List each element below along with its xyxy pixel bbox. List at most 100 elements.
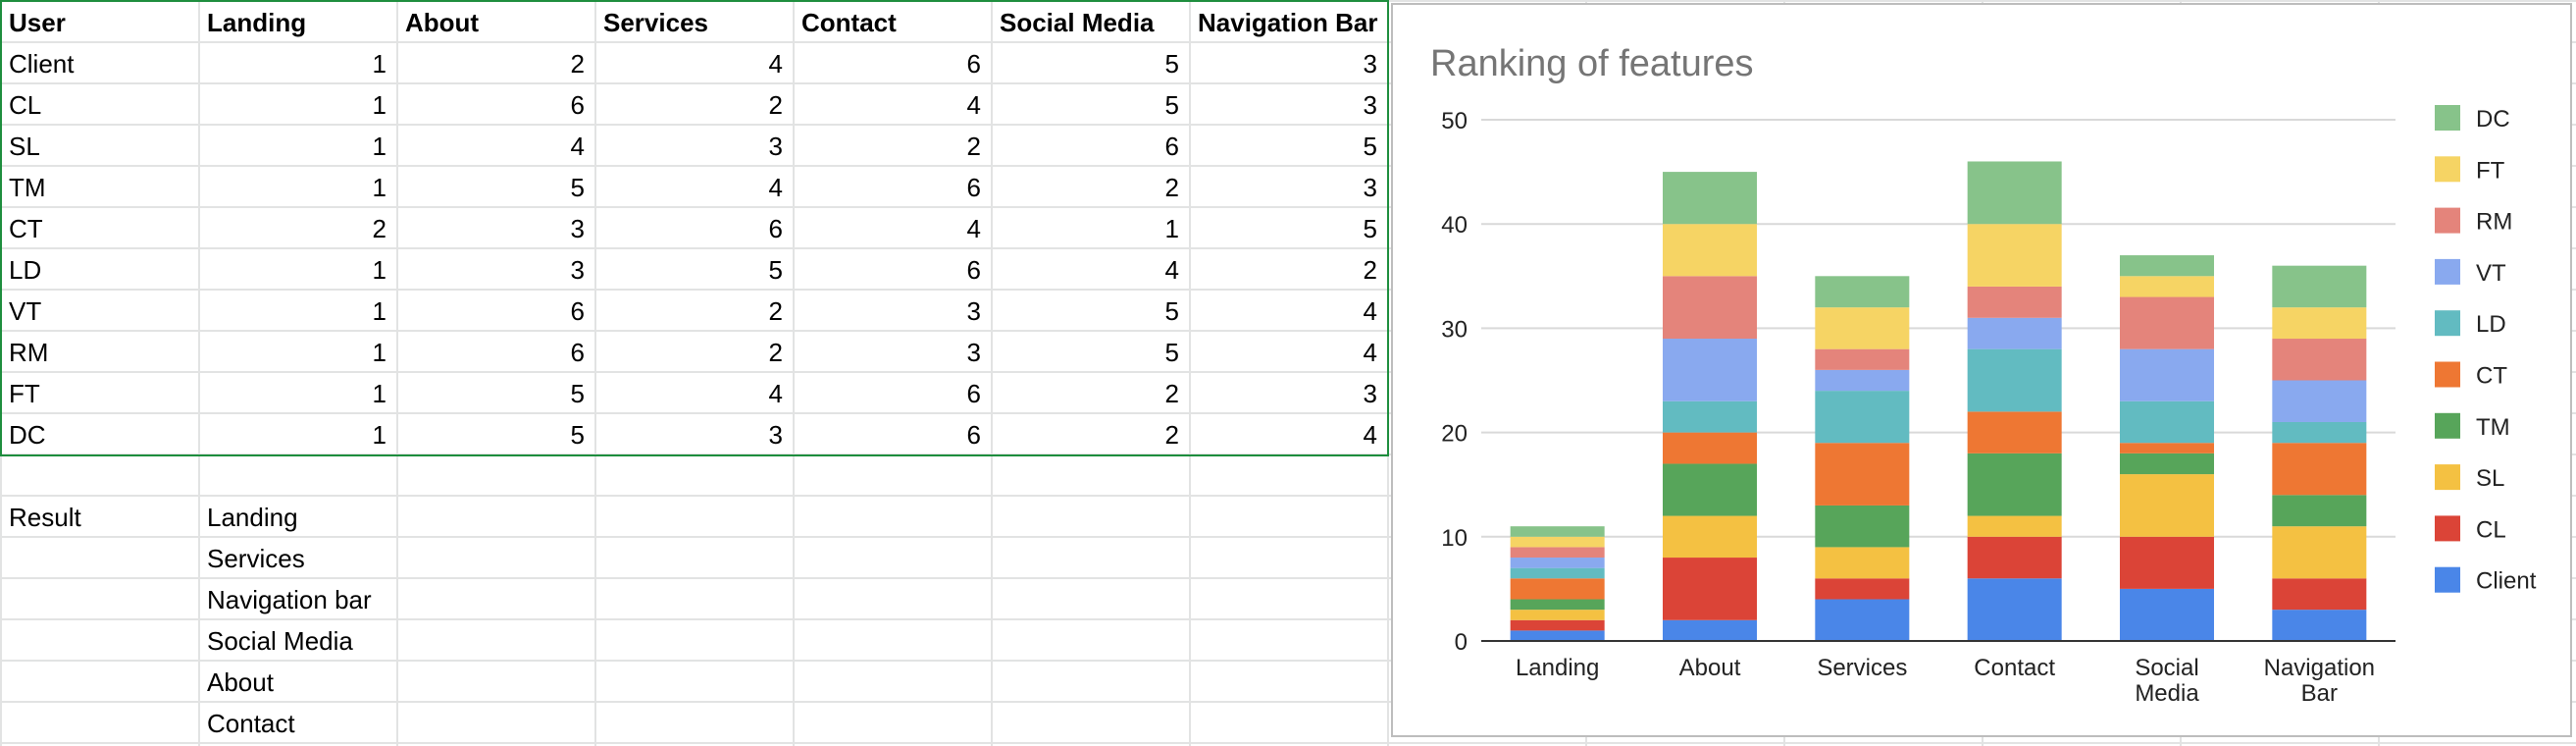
rank-cell[interactable]: 1 — [372, 420, 386, 450]
result-label[interactable]: Result — [9, 503, 81, 532]
column-header[interactable]: Navigation Bar — [1198, 8, 1378, 37]
bar-segment — [1967, 515, 2062, 537]
rank-cell[interactable]: 4 — [1363, 420, 1377, 450]
user-cell[interactable]: CL — [9, 90, 42, 120]
rank-cell[interactable]: 4 — [1363, 296, 1377, 326]
rank-cell[interactable]: 3 — [1363, 49, 1377, 79]
result-item[interactable]: Social Media — [207, 626, 353, 656]
rank-cell[interactable]: 3 — [966, 296, 981, 326]
rank-cell[interactable]: 1 — [372, 132, 386, 161]
user-cell[interactable]: FT — [9, 379, 40, 408]
rank-cell[interactable]: 3 — [768, 132, 783, 161]
rank-cell[interactable]: 2 — [1164, 420, 1179, 450]
bar-segment — [2120, 348, 2214, 401]
row-gridline — [0, 124, 2576, 126]
rank-cell[interactable]: 5 — [768, 255, 783, 285]
result-item[interactable]: About — [207, 667, 274, 697]
column-header[interactable]: Social Media — [1000, 8, 1155, 37]
rank-cell[interactable]: 4 — [1363, 338, 1377, 367]
rank-cell[interactable]: 3 — [1363, 90, 1377, 120]
column-gridline — [1189, 0, 1191, 746]
result-item[interactable]: Landing — [207, 503, 298, 532]
column-header[interactable]: Landing — [207, 8, 307, 37]
rank-cell[interactable]: 6 — [966, 255, 981, 285]
rank-cell[interactable]: 6 — [966, 49, 981, 79]
rank-cell[interactable]: 2 — [1164, 173, 1179, 202]
rank-cell[interactable]: 2 — [768, 90, 783, 120]
bar-segment — [1663, 515, 1757, 559]
rank-cell[interactable]: 5 — [1164, 49, 1179, 79]
rank-cell[interactable]: 5 — [570, 379, 585, 408]
bar-segment — [1815, 348, 1910, 370]
bar-segment — [2120, 588, 2214, 641]
legend-label: Client — [2476, 568, 2537, 595]
rank-cell[interactable]: 6 — [966, 173, 981, 202]
rank-cell[interactable]: 5 — [1363, 132, 1377, 161]
rank-cell[interactable]: 1 — [372, 49, 386, 79]
embedded-chart[interactable]: Ranking of features 0 10 20 30 40 50 Landing Abo… — [1391, 3, 2572, 737]
result-item[interactable]: Contact — [207, 709, 295, 738]
rank-cell[interactable]: 5 — [1164, 338, 1179, 367]
user-cell[interactable]: RM — [9, 338, 49, 367]
column-header[interactable]: Contact — [801, 8, 897, 37]
user-cell[interactable]: Client — [9, 49, 75, 79]
rank-cell[interactable]: 1 — [372, 338, 386, 367]
rank-cell[interactable]: 6 — [570, 90, 585, 120]
user-cell[interactable]: TM — [9, 173, 46, 202]
rank-cell[interactable]: 2 — [768, 296, 783, 326]
rank-cell[interactable]: 2 — [966, 132, 981, 161]
bar-segment — [2272, 526, 2367, 579]
rank-cell[interactable]: 2 — [1164, 379, 1179, 408]
rank-cell[interactable]: 4 — [768, 49, 783, 79]
rank-cell[interactable]: 3 — [570, 214, 585, 243]
rank-cell[interactable]: 1 — [1164, 214, 1179, 243]
rank-cell[interactable]: 6 — [570, 338, 585, 367]
rank-cell[interactable]: 4 — [1164, 255, 1179, 285]
rank-cell[interactable]: 1 — [372, 90, 386, 120]
rank-cell[interactable]: 2 — [768, 338, 783, 367]
column-header[interactable]: About — [405, 8, 480, 37]
column-header[interactable]: Services — [603, 8, 708, 37]
rank-cell[interactable]: 5 — [1164, 90, 1179, 120]
y-tick-label: 0 — [1455, 629, 1468, 656]
user-cell[interactable]: CT — [9, 214, 43, 243]
bar-segment — [1967, 536, 2062, 579]
rank-cell[interactable]: 3 — [1363, 173, 1377, 202]
rank-cell[interactable]: 5 — [1164, 296, 1179, 326]
column-header[interactable]: User — [9, 8, 66, 37]
rank-cell[interactable]: 3 — [768, 420, 783, 450]
rank-cell[interactable]: 6 — [966, 420, 981, 450]
result-item[interactable]: Navigation bar — [207, 585, 372, 614]
rank-cell[interactable]: 3 — [570, 255, 585, 285]
rank-cell[interactable]: 2 — [372, 214, 386, 243]
row-gridline — [0, 742, 2576, 744]
rank-cell[interactable]: 2 — [570, 49, 585, 79]
rank-cell[interactable]: 3 — [1363, 379, 1377, 408]
rank-cell[interactable]: 6 — [570, 296, 585, 326]
legend-swatch — [2435, 515, 2460, 542]
rank-cell[interactable]: 1 — [372, 255, 386, 285]
rank-cell[interactable]: 4 — [768, 379, 783, 408]
rank-cell[interactable]: 4 — [966, 214, 981, 243]
rank-cell[interactable]: 4 — [768, 173, 783, 202]
rank-cell[interactable]: 4 — [966, 90, 981, 120]
rank-cell[interactable]: 1 — [372, 296, 386, 326]
user-cell[interactable]: VT — [9, 296, 42, 326]
rank-cell[interactable]: 1 — [372, 173, 386, 202]
rank-cell[interactable]: 6 — [1164, 132, 1179, 161]
rank-cell[interactable]: 5 — [570, 173, 585, 202]
user-cell[interactable]: SL — [9, 132, 40, 161]
rank-cell[interactable]: 3 — [966, 338, 981, 367]
user-cell[interactable]: DC — [9, 420, 46, 450]
rank-cell[interactable]: 1 — [372, 379, 386, 408]
legend-swatch — [2435, 156, 2460, 183]
rank-cell[interactable]: 6 — [768, 214, 783, 243]
user-cell[interactable]: LD — [9, 255, 42, 285]
rank-cell[interactable]: 5 — [1363, 214, 1377, 243]
rank-cell[interactable]: 6 — [966, 379, 981, 408]
rank-cell[interactable]: 4 — [570, 132, 585, 161]
rank-cell[interactable]: 5 — [570, 420, 585, 450]
result-item[interactable]: Services — [207, 544, 305, 573]
rank-cell[interactable]: 2 — [1363, 255, 1377, 285]
